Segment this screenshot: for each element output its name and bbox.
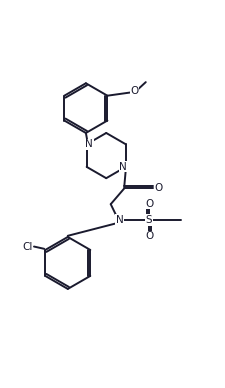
Text: O: O [144, 199, 153, 209]
Text: Cl: Cl [22, 242, 32, 251]
Text: O: O [144, 231, 153, 241]
Text: N: N [85, 139, 93, 149]
Text: N: N [119, 162, 126, 172]
Text: O: O [130, 86, 138, 96]
Text: O: O [153, 184, 162, 193]
Text: S: S [145, 215, 152, 225]
Text: N: N [115, 215, 123, 225]
